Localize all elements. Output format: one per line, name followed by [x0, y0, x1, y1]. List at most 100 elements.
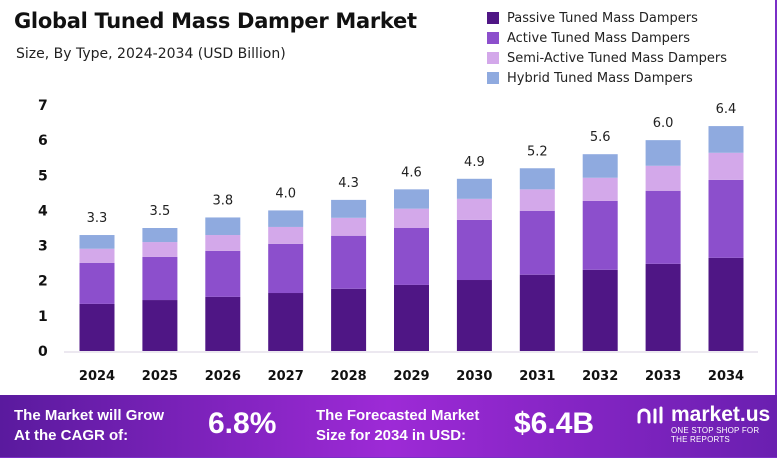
bar-segment-active-tuned-mass-dampers-2033 [645, 190, 681, 264]
data-label-total: 4.3 [338, 176, 359, 191]
y-tick-label: 2 [38, 274, 48, 290]
bar-segment-hybrid-tuned-mass-dampers-2025 [142, 228, 178, 243]
legend-swatch [487, 12, 499, 24]
data-label-total: 6.4 [716, 102, 737, 117]
cagr-label-line: The Market will Grow [14, 407, 165, 424]
x-tick-label: 2026 [205, 369, 241, 384]
chart-subtitle: Size, By Type, 2024-2034 (USD Billion) [16, 46, 286, 62]
forecast-value: $6.4B [514, 407, 595, 440]
bar-segment-passive-tuned-mass-dampers-2025 [142, 300, 178, 351]
bar-segment-passive-tuned-mass-dampers-2033 [645, 263, 681, 351]
bar-segment-semi-active-tuned-mass-dampers-2028 [331, 217, 367, 236]
y-tick-label: 6 [38, 133, 48, 149]
bar-segment-semi-active-tuned-mass-dampers-2033 [645, 165, 681, 191]
legend-label: Passive Tuned Mass Dampers [507, 10, 698, 26]
bar-segment-semi-active-tuned-mass-dampers-2027 [268, 226, 304, 244]
bar-segment-active-tuned-mass-dampers-2025 [142, 256, 178, 301]
stacked-bar-chart: 0 1 2 3 4 5 6 7 3.3 2024 3.5 2025 3.8 2026 4.0 2027 4.3 2… [38, 98, 758, 384]
bar-segment-active-tuned-mass-dampers-2028 [331, 235, 367, 289]
bar-segment-hybrid-tuned-mass-dampers-2033 [645, 140, 681, 166]
bar-segment-active-tuned-mass-dampers-2027 [268, 243, 304, 294]
x-tick-label: 2031 [519, 369, 555, 384]
data-label-total: 6.0 [653, 116, 674, 131]
forecast-label-line: Size for 2034 in USD: [316, 427, 467, 444]
bar-segment-semi-active-tuned-mass-dampers-2025 [142, 242, 178, 257]
legend-item-semi-active: Semi-Active Tuned Mass Dampers [487, 48, 727, 68]
x-tick-label: 2025 [142, 369, 178, 384]
bar-segment-hybrid-tuned-mass-dampers-2032 [582, 154, 618, 178]
legend: Passive Tuned Mass Dampers Active Tuned … [487, 8, 727, 88]
bar-segment-passive-tuned-mass-dampers-2034 [708, 257, 744, 351]
bar-segment-passive-tuned-mass-dampers-2027 [268, 293, 304, 351]
bar-segment-hybrid-tuned-mass-dampers-2026 [205, 217, 241, 236]
bar-segment-hybrid-tuned-mass-dampers-2031 [519, 168, 555, 190]
cagr-value: 6.8% [208, 407, 277, 440]
legend-swatch [487, 72, 499, 84]
bar-segment-semi-active-tuned-mass-dampers-2029 [394, 208, 429, 228]
y-tick-label: 3 [38, 239, 48, 255]
bar-segment-passive-tuned-mass-dampers-2028 [331, 288, 367, 351]
data-label-total: 4.6 [401, 165, 422, 180]
bar-segment-active-tuned-mass-dampers-2032 [582, 200, 618, 270]
bar-segment-semi-active-tuned-mass-dampers-2026 [205, 235, 241, 251]
logo-icon [637, 406, 663, 424]
x-tick-label: 2024 [79, 369, 115, 384]
bar-segment-semi-active-tuned-mass-dampers-2032 [582, 177, 618, 201]
legend-item-active: Active Tuned Mass Dampers [487, 28, 727, 48]
forecast-label-line: The Forecasted Market [316, 407, 480, 424]
y-tick-label: 0 [38, 344, 48, 360]
x-tick-label: 2029 [393, 369, 429, 384]
x-tick-label: 2034 [708, 369, 744, 384]
data-label-total: 4.9 [464, 155, 485, 170]
bar-segment-passive-tuned-mass-dampers-2026 [205, 296, 241, 351]
y-tick-label: 7 [38, 98, 48, 114]
bar-segment-hybrid-tuned-mass-dampers-2024 [79, 235, 115, 249]
bar-segment-semi-active-tuned-mass-dampers-2024 [79, 248, 115, 263]
bar-segment-passive-tuned-mass-dampers-2030 [456, 280, 492, 351]
legend-swatch [487, 32, 499, 44]
summary-banner: The Market will Grow At the CAGR of: 6.8… [0, 395, 777, 457]
legend-swatch [487, 52, 499, 64]
bar-segment-active-tuned-mass-dampers-2026 [205, 250, 241, 297]
logo-text: market.us [671, 403, 771, 426]
legend-item-hybrid: Hybrid Tuned Mass Dampers [487, 68, 727, 88]
data-label-total: 3.8 [212, 193, 233, 208]
legend-label: Active Tuned Mass Dampers [507, 30, 691, 46]
bar-segment-hybrid-tuned-mass-dampers-2029 [394, 189, 429, 209]
bar-segment-passive-tuned-mass-dampers-2029 [394, 284, 429, 351]
bar-segment-hybrid-tuned-mass-dampers-2030 [456, 178, 492, 199]
bar-segment-passive-tuned-mass-dampers-2031 [519, 274, 555, 351]
bar-segment-active-tuned-mass-dampers-2034 [708, 179, 744, 258]
x-tick-label: 2027 [268, 369, 304, 384]
y-tick-label: 1 [38, 309, 48, 325]
bar-segment-hybrid-tuned-mass-dampers-2028 [331, 199, 367, 218]
legend-label: Semi-Active Tuned Mass Dampers [507, 50, 727, 66]
data-label-total: 5.6 [590, 130, 611, 145]
bar-segment-active-tuned-mass-dampers-2030 [456, 219, 492, 281]
x-tick-label: 2032 [582, 369, 618, 384]
data-label-total: 5.2 [527, 144, 548, 159]
logo-tagline: ONE STOP SHOP FOR THE REPORTS [671, 426, 760, 444]
x-tick-label: 2030 [456, 369, 492, 384]
x-tick-label: 2028 [331, 369, 367, 384]
cagr-label: The Market will Grow At the CAGR of: [14, 406, 164, 446]
chart-title: Global Tuned Mass Damper Market [14, 9, 417, 33]
bar-segment-hybrid-tuned-mass-dampers-2027 [268, 210, 304, 227]
bar-segment-active-tuned-mass-dampers-2031 [519, 210, 555, 275]
bar-segment-semi-active-tuned-mass-dampers-2030 [456, 198, 492, 220]
bar-segment-active-tuned-mass-dampers-2029 [394, 228, 429, 285]
bar-segment-semi-active-tuned-mass-dampers-2031 [519, 189, 555, 211]
data-label-total: 3.5 [150, 204, 171, 219]
data-label-total: 4.0 [275, 186, 296, 201]
bar-segment-passive-tuned-mass-dampers-2024 [79, 303, 115, 351]
cagr-label-line: At the CAGR of: [14, 427, 129, 444]
x-tick-label: 2033 [645, 369, 681, 384]
market-us-logo: market.us ONE STOP SHOP FOR THE REPORTS [636, 404, 771, 444]
data-label-total: 3.3 [87, 211, 108, 226]
bar-segment-semi-active-tuned-mass-dampers-2034 [708, 152, 744, 180]
bar-segment-hybrid-tuned-mass-dampers-2034 [708, 126, 744, 153]
y-tick-label: 4 [38, 203, 48, 219]
y-tick-label: 5 [38, 168, 48, 184]
legend-label: Hybrid Tuned Mass Dampers [507, 70, 693, 86]
